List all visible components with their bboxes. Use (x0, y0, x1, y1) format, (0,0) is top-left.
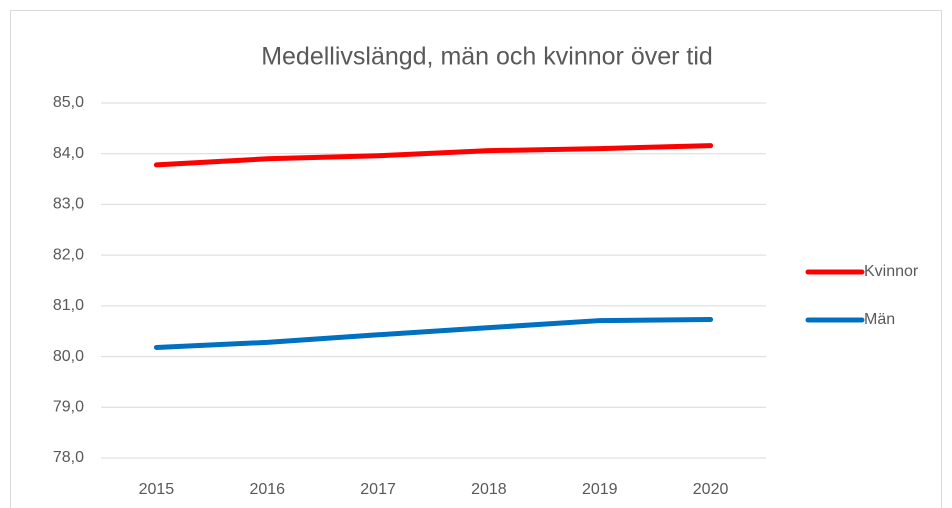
x-tick-label: 2017 (360, 481, 396, 498)
y-tick-label: 83,0 (53, 196, 84, 213)
legend-label: Män (864, 311, 895, 328)
y-tick-label: 79,0 (53, 399, 84, 416)
y-tick-label: 80,0 (53, 348, 84, 365)
x-tick-label: 2016 (249, 481, 285, 498)
y-tick-label: 84,0 (53, 145, 84, 162)
chart-title: Medellivslängd, män och kvinnor över tid (261, 43, 713, 71)
x-tick-label: 2019 (582, 481, 618, 498)
legend-label: Kvinnor (864, 263, 919, 280)
y-tick-label: 81,0 (53, 297, 84, 314)
y-tick-label: 78,0 (53, 449, 84, 466)
x-tick-label: 2018 (471, 481, 507, 498)
x-tick-label: 2015 (139, 481, 175, 498)
line-series (153, 143, 714, 168)
y-tick-label: 82,0 (53, 246, 84, 263)
line-series (153, 317, 714, 350)
chart-border (10, 10, 942, 508)
y-tick-label: 85,0 (53, 94, 84, 111)
x-tick-label: 2020 (693, 481, 729, 498)
